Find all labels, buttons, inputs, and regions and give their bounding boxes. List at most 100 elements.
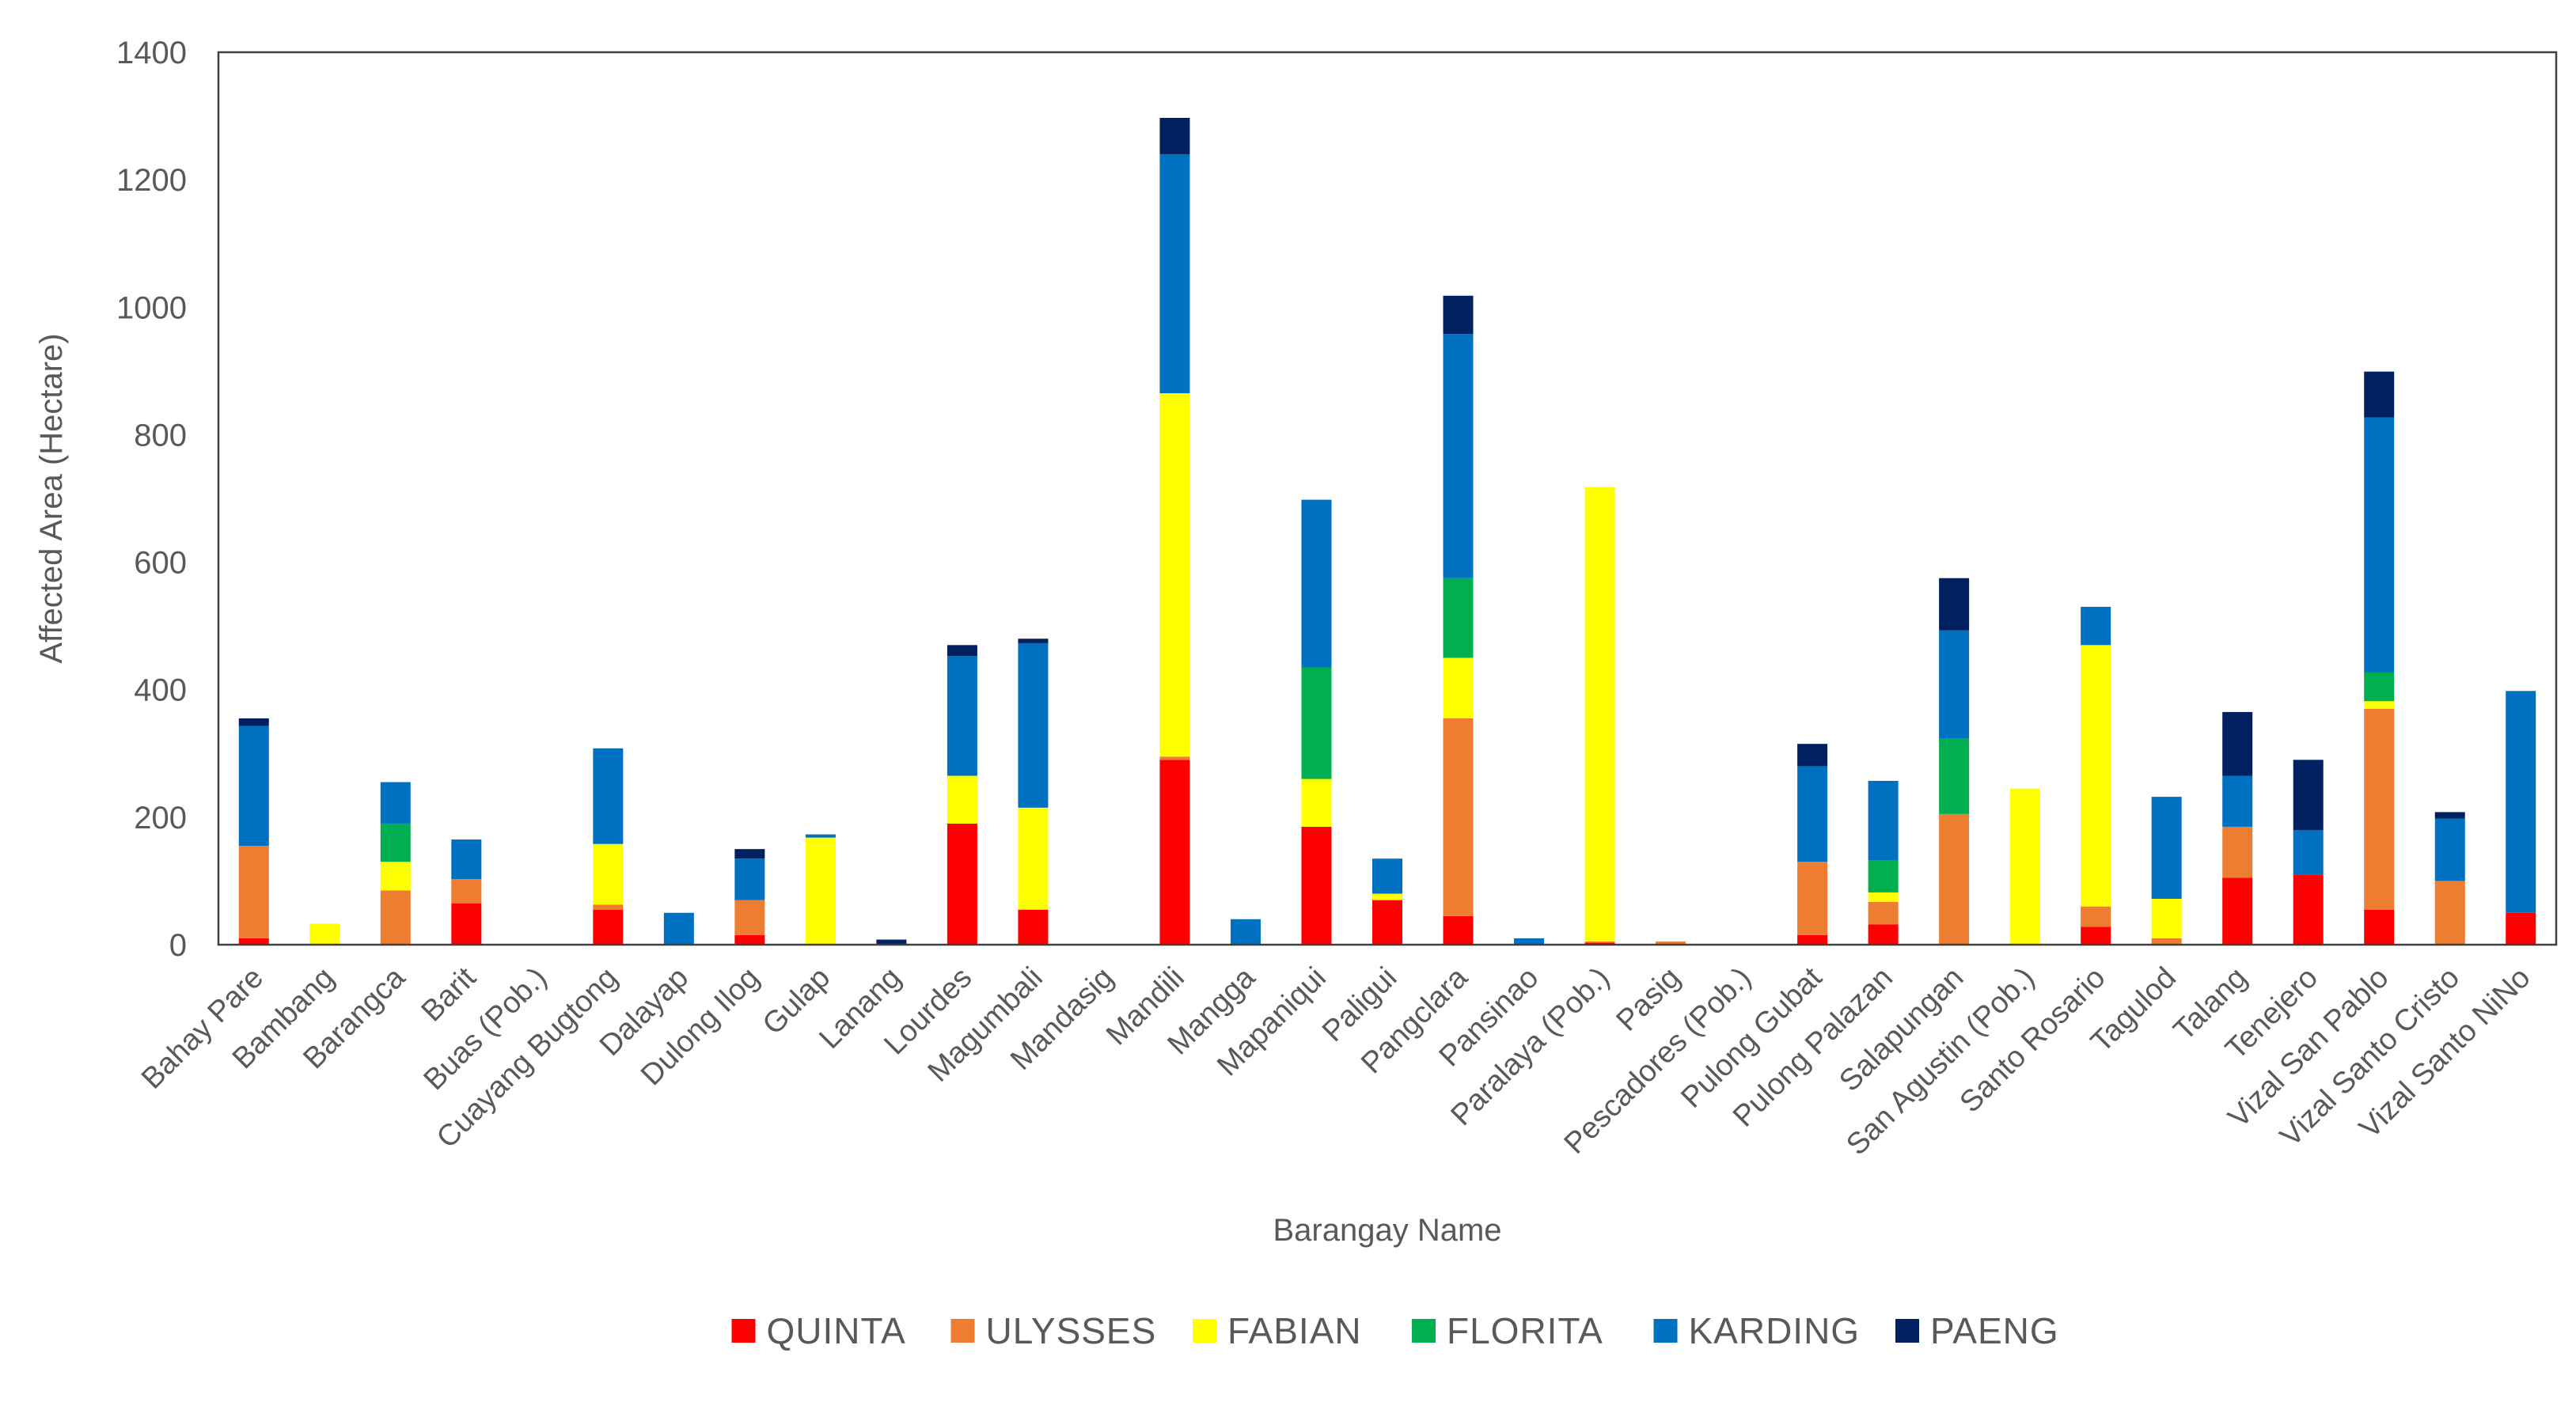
bar-segment-karding	[2222, 775, 2253, 827]
bar-segment-ulysses	[451, 879, 482, 904]
bar-segment-ulysses	[1797, 862, 1828, 935]
legend-item-fabian: FABIAN	[1193, 1310, 1362, 1351]
bar-segment-ulysses	[2081, 906, 2111, 927]
bar-stack	[1301, 499, 1332, 945]
bar-stack	[2364, 371, 2395, 945]
bar-segment-ulysses	[1656, 941, 1686, 945]
bar-segment-quinta	[1018, 909, 1049, 945]
bar-segment-karding	[1230, 919, 1261, 945]
bar-segment-karding	[1159, 153, 1190, 394]
bar-stack	[2009, 788, 2040, 945]
bar-segment-karding	[2293, 829, 2324, 875]
bar-stack	[1230, 919, 1261, 945]
y-axis-ticks: 0 200 400 600 800 1000 1200 1400	[116, 36, 187, 963]
bar-stack	[805, 834, 836, 945]
bar-segment-ulysses	[1159, 756, 1190, 760]
bar-segment-quinta	[2506, 912, 2536, 945]
bar-segment-karding	[593, 748, 624, 844]
bar-segment-paeng	[2293, 760, 2324, 830]
bar-segment-quinta	[451, 903, 482, 945]
bar-segment-fabian	[2081, 645, 2111, 907]
bar-segment-florita	[1939, 738, 1970, 814]
bar-stack	[1584, 487, 1615, 945]
legend-swatch	[731, 1319, 756, 1343]
y-tick-label: 800	[134, 418, 187, 453]
bar-segment-fabian	[1443, 657, 1474, 718]
bar-segment-fabian	[947, 775, 977, 824]
bar-segment-paeng	[1018, 639, 1049, 643]
bar-segment-florita	[1443, 578, 1474, 658]
bar-segment-quinta	[947, 823, 977, 945]
bar-segment-karding	[238, 726, 269, 847]
legend-swatch	[1412, 1319, 1436, 1343]
bar-segment-fabian	[2151, 898, 2182, 938]
bar-segment-paeng	[1443, 295, 1474, 335]
bar-segment-quinta	[1372, 900, 1402, 945]
bar-segment-fabian	[380, 862, 411, 891]
bar-segment-quinta	[734, 934, 765, 945]
bar-segment-quinta	[2364, 909, 2395, 945]
bar-stack	[2222, 711, 2253, 945]
bar-stack	[1018, 639, 1049, 945]
bar-segment-quinta	[2222, 877, 2253, 945]
legend-label: FABIAN	[1227, 1310, 1362, 1351]
bar-stack	[1939, 578, 1970, 945]
legend-label: QUINTA	[767, 1310, 906, 1351]
bar-segment-quinta	[1868, 924, 1899, 945]
bar-segment-florita	[2364, 672, 2395, 702]
bar-segment-karding	[1939, 630, 1970, 739]
legend-label: KARDING	[1689, 1310, 1861, 1351]
bar-segment-ulysses	[593, 904, 624, 910]
bar-segment-karding	[1868, 780, 1899, 861]
bar-segment-florita	[380, 823, 411, 862]
legend-label: ULYSSES	[986, 1310, 1157, 1351]
bar-segment-karding	[663, 912, 694, 945]
legend-label: PAENG	[1930, 1310, 2059, 1351]
bar-segment-fabian	[1301, 779, 1332, 827]
bar-segment-karding	[947, 656, 977, 776]
bar-stack	[451, 839, 482, 945]
bar-stack	[1159, 117, 1190, 945]
bar-stack	[1443, 295, 1474, 945]
bar-stack	[238, 718, 269, 945]
bar-stack	[663, 912, 694, 945]
bar-segment-fabian	[1584, 487, 1615, 942]
bar-segment-ulysses	[1939, 813, 1970, 945]
bar-segment-ulysses	[734, 900, 765, 935]
bar-stack	[1514, 938, 1545, 945]
bar-stack	[2081, 606, 2111, 945]
x-axis-title: Barangay Name	[1273, 1213, 1501, 1248]
bar-stack	[593, 748, 624, 945]
bar-segment-quinta	[238, 938, 269, 945]
bar-segment-karding	[1018, 642, 1049, 808]
bar-segment-ulysses	[1584, 941, 1615, 943]
bar-segment-fabian	[805, 837, 836, 945]
bar-segment-karding	[2151, 797, 2182, 899]
bar-segment-fabian	[1372, 893, 1402, 900]
bar-stack	[2151, 797, 2182, 945]
legend-swatch	[1653, 1319, 1678, 1343]
bar-segment-karding	[734, 858, 765, 900]
y-tick-label: 200	[134, 801, 187, 836]
bar-segment-quinta	[1301, 826, 1332, 945]
bar-segment-paeng	[1797, 744, 1828, 767]
bar-segment-quinta	[1159, 760, 1190, 945]
bar-stack	[1868, 780, 1899, 945]
plot-area-frame	[217, 51, 2558, 946]
bar-segment-quinta	[2293, 874, 2324, 945]
bar-segment-paeng	[1939, 578, 1970, 631]
legend-item-ulysses: ULYSSES	[950, 1310, 1157, 1351]
bar-stack	[1372, 858, 1402, 945]
bar-stack	[947, 645, 977, 945]
bar-segment-ulysses	[1868, 902, 1899, 925]
bar-segment-paeng	[947, 645, 977, 657]
bar-stack	[2293, 760, 2324, 945]
legend-swatch	[1895, 1319, 1919, 1343]
y-tick-label: 400	[134, 673, 187, 708]
bar-segment-fabian	[2364, 701, 2395, 709]
bar-segment-paeng	[1159, 117, 1190, 154]
bar-segment-karding	[2434, 818, 2465, 881]
bar-segment-fabian	[309, 923, 340, 945]
legend-item-florita: FLORITA	[1412, 1310, 1603, 1351]
